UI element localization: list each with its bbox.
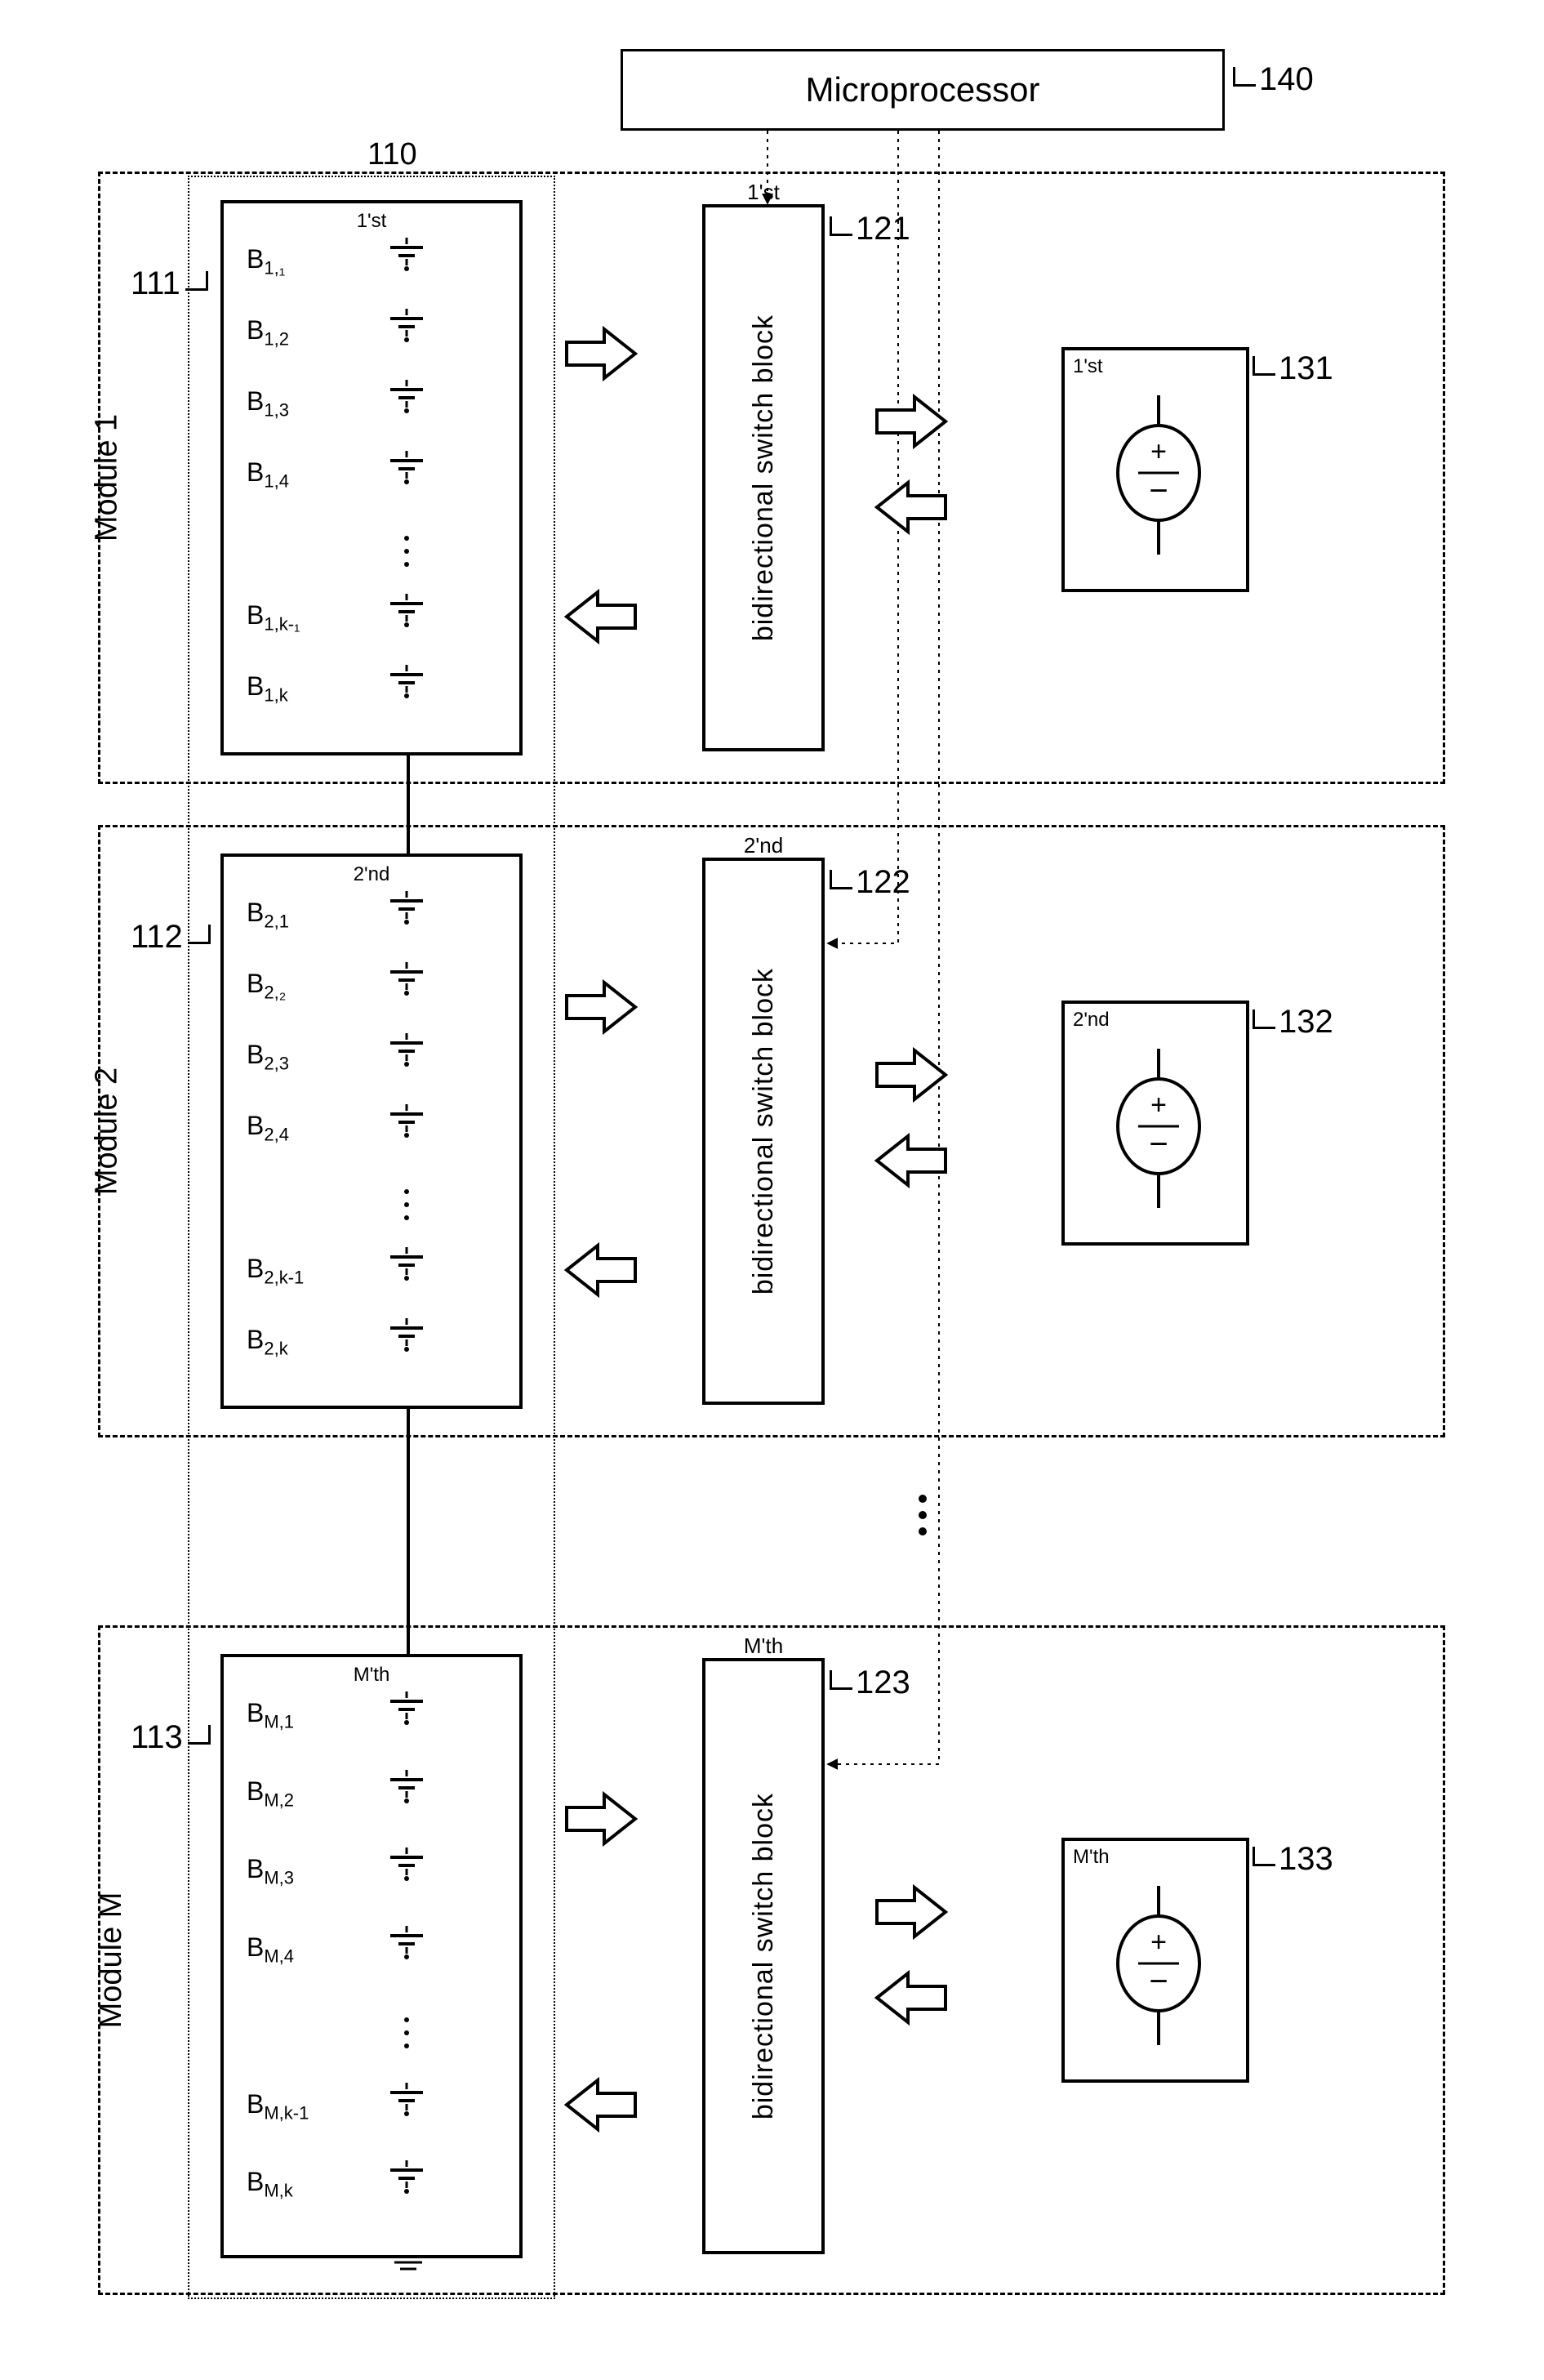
ref-switch-block: 122 bbox=[830, 864, 910, 901]
battery-cell-label: BM,1 bbox=[247, 1698, 294, 1732]
battery-cell-icon bbox=[382, 898, 431, 926]
switch-block: 2'nd bidirectional switch block bbox=[702, 858, 825, 1405]
battery-cell-icon bbox=[382, 671, 431, 700]
cell-ellipsis bbox=[404, 536, 409, 567]
source-block: 2'nd + − bbox=[1061, 1001, 1249, 1246]
battery-cell-label: B2,₂ bbox=[247, 969, 286, 1003]
svg-text:+: + bbox=[1150, 1927, 1167, 1958]
battery-cell-label: B1,4 bbox=[247, 457, 289, 492]
arrow-left-icon bbox=[563, 587, 639, 650]
battery-cell-label: B1,k-₁ bbox=[247, 600, 300, 635]
switch-block-label: bidirectional switch block bbox=[748, 1793, 780, 2119]
switch-block: M'th bidirectional switch block bbox=[702, 1658, 825, 2254]
ref-source-block: 132 bbox=[1253, 1004, 1333, 1041]
battery-cell-label: B1,2 bbox=[247, 315, 289, 350]
battery-cell-label: BM,2 bbox=[247, 1776, 294, 1811]
battery-cell-label: BM,k-1 bbox=[247, 2089, 309, 2124]
battery-cell-label: B1,3 bbox=[247, 386, 289, 421]
battery-cell-icon bbox=[382, 244, 431, 273]
battery-cell-label: BM,k bbox=[247, 2167, 293, 2201]
arrow-right-icon bbox=[563, 1789, 639, 1852]
battery-cell-label: B2,1 bbox=[247, 898, 289, 932]
source-block: M'th + − bbox=[1061, 1838, 1249, 2083]
arrow-left-icon bbox=[874, 1968, 949, 2031]
battery-string: 1'st B1,₁ B1,2 B1,3 B1,4 bbox=[220, 200, 523, 755]
battery-cell-icon bbox=[382, 1698, 431, 1727]
cell-ellipsis bbox=[404, 1189, 409, 1220]
arrow-right-icon bbox=[874, 392, 949, 455]
battery-cell-label: B2,k bbox=[247, 1325, 288, 1359]
battery-cell-icon bbox=[382, 2089, 431, 2118]
battery-string: 2'nd B2,1 B2,₂ B2,3 B2,4 bbox=[220, 854, 523, 1409]
battery-cell-icon bbox=[382, 969, 431, 997]
battery-cell-label: B2,k-1 bbox=[247, 1254, 304, 1288]
battery-string-ordinal: 1'st bbox=[357, 210, 387, 233]
battery-string-ordinal: 2'nd bbox=[354, 863, 390, 886]
ref-switch-block: 121 bbox=[830, 211, 910, 247]
battery-cell-icon bbox=[382, 1776, 431, 1805]
diagram-canvas: Microprocessor 140 110 Module 11'st B1,₁ bbox=[33, 33, 1511, 2347]
battery-cell-label: B2,3 bbox=[247, 1040, 289, 1074]
ref-switch-block: 123 bbox=[830, 1665, 910, 1701]
battery-cell-label: B1,₁ bbox=[247, 244, 285, 279]
ref-battery-string: 111 bbox=[131, 265, 211, 302]
battery-cell-label: B1,k bbox=[247, 671, 288, 706]
battery-cell-label: B2,4 bbox=[247, 1111, 289, 1145]
module-gap-dots bbox=[919, 1495, 927, 1535]
switch-block-ordinal: 1'st bbox=[747, 180, 780, 205]
battery-cell-icon bbox=[382, 1254, 431, 1282]
arrow-right-icon bbox=[874, 1045, 949, 1108]
arrow-left-icon bbox=[874, 1131, 949, 1194]
ref-source-block: 131 bbox=[1253, 350, 1333, 387]
svg-text:−: − bbox=[1149, 1126, 1168, 1162]
arrow-left-icon bbox=[563, 1241, 639, 1304]
switch-block-ordinal: 2'nd bbox=[744, 833, 783, 858]
battery-cell-icon bbox=[382, 457, 431, 486]
svg-text:−: − bbox=[1149, 1963, 1168, 1999]
battery-cell-label: BM,3 bbox=[247, 1854, 294, 1888]
switch-block: 1'st bidirectional switch block bbox=[702, 204, 825, 751]
battery-cell-icon bbox=[382, 1854, 431, 1883]
battery-cell-icon bbox=[382, 1111, 431, 1139]
arrow-right-icon bbox=[563, 324, 639, 387]
svg-text:+: + bbox=[1150, 1090, 1167, 1121]
arrow-right-icon bbox=[874, 1883, 949, 1945]
battery-string: M'th BM,1 BM,2 BM,3 BM,4 bbox=[220, 1654, 523, 2258]
switch-block-label: bidirectional switch block bbox=[748, 968, 780, 1295]
battery-cell-icon bbox=[382, 2167, 431, 2195]
battery-cell-icon bbox=[382, 1932, 431, 1961]
ref-battery-string: 113 bbox=[131, 1719, 214, 1756]
ref-battery-string: 112 bbox=[131, 919, 214, 956]
ref-source-block: 133 bbox=[1253, 1841, 1333, 1878]
battery-cell-icon bbox=[382, 600, 431, 629]
cell-ellipsis bbox=[404, 2017, 409, 2048]
source-block: 1'st + − bbox=[1061, 347, 1249, 592]
battery-cell-icon bbox=[382, 386, 431, 415]
battery-cell-icon bbox=[382, 1040, 431, 1068]
battery-string-ordinal: M'th bbox=[354, 1664, 390, 1687]
battery-cell-icon bbox=[382, 315, 431, 344]
arrow-left-icon bbox=[563, 2075, 639, 2138]
switch-block-ordinal: M'th bbox=[744, 1633, 783, 1659]
svg-text:−: − bbox=[1149, 473, 1168, 509]
battery-cell-label: BM,4 bbox=[247, 1932, 294, 1967]
arrow-right-icon bbox=[563, 978, 639, 1041]
module-label: Module 1 bbox=[90, 414, 125, 542]
battery-cell-icon bbox=[382, 1325, 431, 1353]
module-label: Module 2 bbox=[90, 1067, 125, 1195]
switch-block-label: bidirectional switch block bbox=[748, 314, 780, 641]
arrow-left-icon bbox=[874, 478, 949, 541]
module-label: Module M bbox=[94, 1892, 129, 2029]
svg-text:+: + bbox=[1150, 436, 1167, 467]
